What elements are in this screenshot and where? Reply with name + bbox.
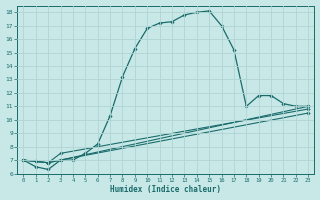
X-axis label: Humidex (Indice chaleur): Humidex (Indice chaleur): [110, 185, 221, 194]
